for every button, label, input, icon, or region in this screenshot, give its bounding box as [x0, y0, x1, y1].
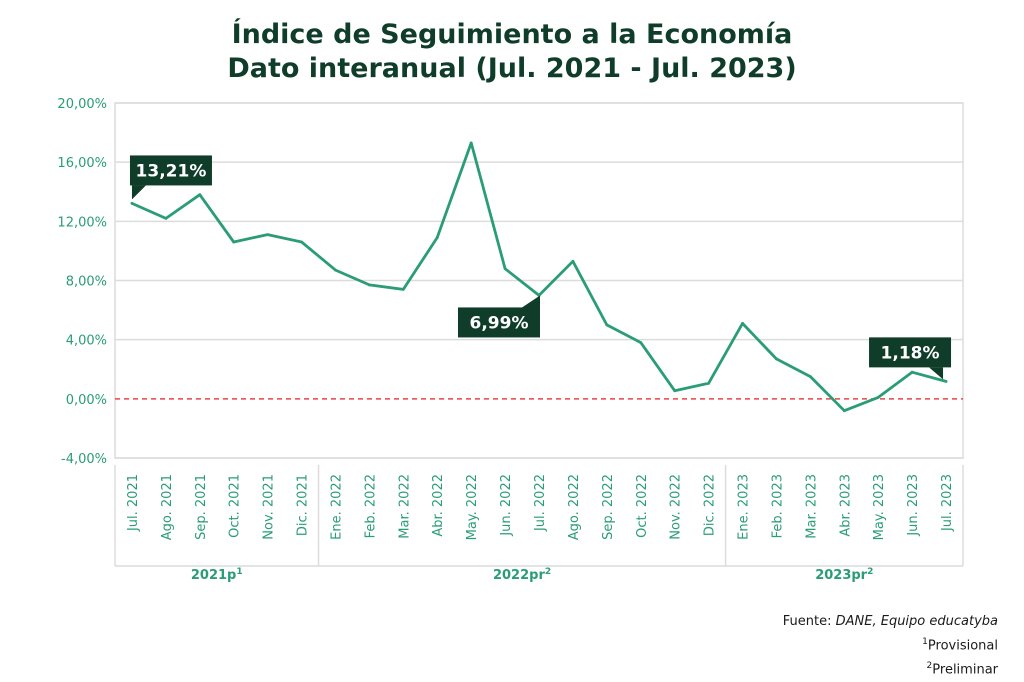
- footnote-preliminar-sup: 2: [926, 661, 933, 672]
- x-tick-label: Jul. 2022: [533, 474, 548, 532]
- x-tick-label: Mar. 2023: [804, 474, 819, 539]
- data-point: [707, 381, 710, 385]
- x-tick-label: Sep. 2021: [194, 474, 209, 540]
- x-tick-label: Mar. 2022: [397, 474, 412, 539]
- data-point: [741, 321, 744, 325]
- footnote-provisional-text: Provisional: [927, 638, 998, 654]
- data-point: [401, 287, 405, 291]
- y-tick-label: 8,00%: [66, 275, 107, 290]
- callout-label: 1,18%: [881, 343, 940, 363]
- footnote-preliminar: 2Preliminar: [783, 656, 998, 680]
- chart-title-line1: Índice de Seguimiento a la Economía: [231, 19, 793, 50]
- data-point: [876, 395, 880, 399]
- chart-title-line2: Dato interanual (Jul. 2021 - Jul. 2023): [227, 53, 797, 84]
- data-point: [164, 216, 168, 220]
- group-label-text: 2023pr: [815, 568, 867, 583]
- data-point: [944, 379, 948, 383]
- data-point: [334, 268, 337, 272]
- callout-tail: [929, 367, 944, 380]
- callout-tail: [131, 185, 146, 200]
- group-label: 2021p1: [191, 567, 243, 583]
- group-label: 2022pr2: [493, 567, 551, 583]
- x-tick-label: Dic. 2022: [703, 474, 718, 536]
- x-tick-label: Oct. 2021: [228, 474, 243, 538]
- group-label-sup: 2: [867, 567, 873, 577]
- x-tick-label: Oct. 2022: [635, 474, 650, 538]
- chart-notes: Fuente: DANE, Equipo educatyba 1Provisio…: [783, 612, 998, 681]
- data-point: [673, 389, 677, 393]
- data-point: [130, 202, 134, 205]
- x-tick-label: Abr. 2022: [431, 474, 446, 537]
- group-label-sup: 2: [545, 567, 551, 577]
- data-point: [300, 240, 303, 244]
- footnote-provisional: 1Provisional: [783, 632, 998, 656]
- source-note: Fuente: DANE, Equipo educatyba: [783, 612, 998, 632]
- group-label-text: 2022pr: [493, 568, 545, 583]
- data-point: [775, 357, 778, 361]
- x-tick-label: Jul. 2023: [940, 474, 955, 532]
- x-tick-label: Nov. 2021: [262, 474, 277, 540]
- data-point: [469, 141, 473, 145]
- data-point: [571, 259, 575, 263]
- callout-tail: [522, 295, 540, 308]
- callout-box: [129, 155, 212, 186]
- series-line: [130, 141, 948, 413]
- y-tick-label: 0,00%: [66, 393, 107, 408]
- x-tick-label: Dic. 2021: [296, 474, 311, 536]
- callout-box: [458, 307, 540, 338]
- x-tick-label: Ene. 2022: [329, 474, 344, 540]
- data-point: [232, 240, 236, 244]
- x-tick-label: Feb. 2022: [363, 474, 378, 538]
- data-point: [503, 267, 507, 271]
- x-tick-label: Nov. 2022: [669, 474, 684, 540]
- x-tick-label: Jun. 2023: [906, 474, 921, 537]
- callout-box: [869, 337, 952, 368]
- data-point: [842, 409, 846, 413]
- group-label-sup: 1: [236, 567, 242, 577]
- data-point: [605, 323, 609, 327]
- x-tick-label: May. 2023: [872, 474, 887, 540]
- x-tick-label: Ago. 2022: [567, 474, 582, 540]
- x-tick-label: Jun. 2022: [499, 474, 514, 537]
- y-tick-label: 4,00%: [66, 334, 107, 349]
- group-label-text: 2021p: [191, 568, 237, 583]
- data-point: [910, 370, 914, 374]
- data-point: [266, 233, 270, 237]
- x-tick-label: Ene. 2023: [737, 474, 752, 540]
- source-label: Fuente:: [782, 614, 832, 629]
- x-tick-label: Abr. 2023: [838, 474, 853, 537]
- x-tick-label: Ago. 2021: [160, 474, 175, 540]
- data-point: [808, 375, 812, 379]
- y-tick-label: 16,00%: [57, 156, 107, 171]
- y-tick-label: 20,00%: [57, 97, 107, 112]
- x-tick-label: May. 2022: [465, 474, 480, 540]
- group-label: 2023pr2: [815, 567, 873, 583]
- data-point: [198, 193, 202, 197]
- chart-title: Índice de Seguimiento a la Economía Dato…: [0, 18, 1024, 86]
- callout-label: 6,99%: [470, 313, 529, 333]
- x-tick-label: Jul. 2021: [126, 474, 141, 532]
- data-point: [435, 236, 439, 240]
- x-tick-label: Sep. 2022: [601, 474, 616, 540]
- x-tick-label: Feb. 2023: [770, 474, 785, 538]
- y-tick-label: 12,00%: [57, 215, 107, 230]
- footnote-preliminar-text: Preliminar: [932, 662, 998, 678]
- source-value: DANE, Equipo educatyba: [835, 614, 998, 629]
- y-tick-label: -4,00%: [61, 452, 107, 467]
- data-point: [639, 341, 643, 345]
- footnote-provisional-sup: 1: [922, 637, 928, 647]
- data-point: [368, 283, 371, 287]
- callout-label: 13,21%: [136, 161, 207, 181]
